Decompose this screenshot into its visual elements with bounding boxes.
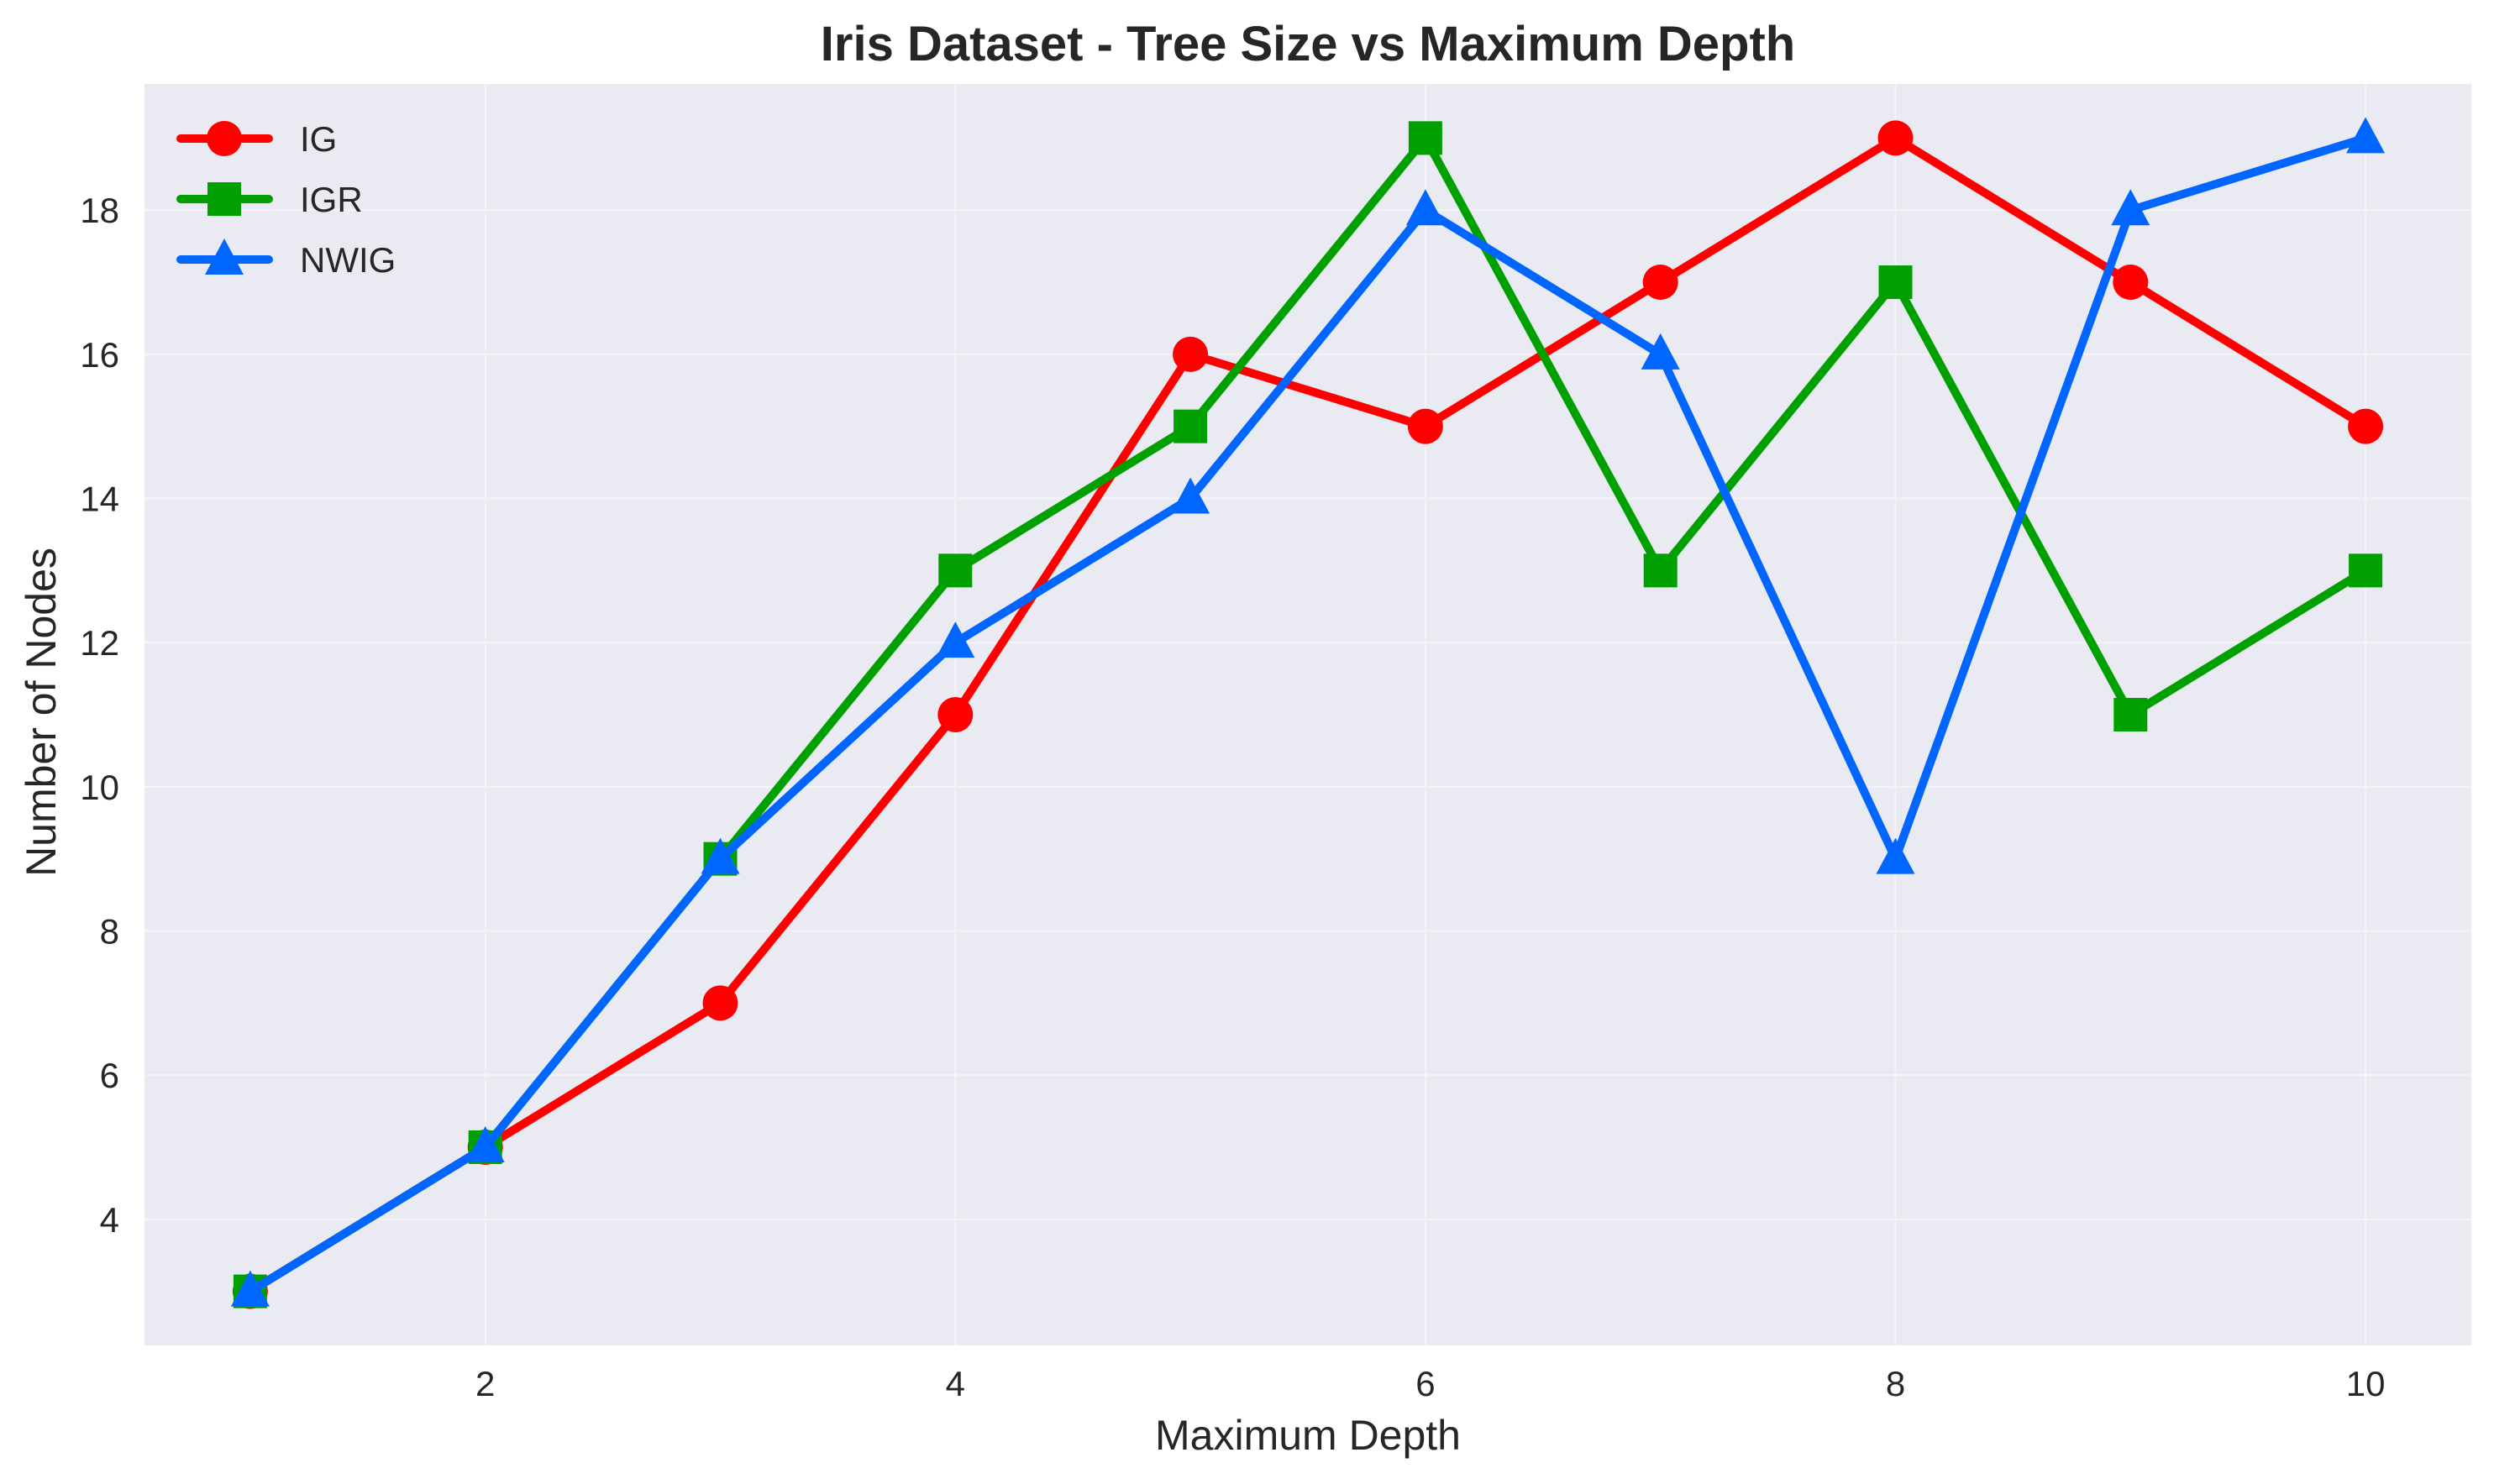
plot-area (144, 84, 2471, 1345)
y-tick-label: 8 (100, 911, 119, 951)
data-point-igr (938, 553, 973, 588)
data-point-nwig (1171, 477, 1210, 514)
data-series (230, 117, 2386, 1309)
data-point-igr (1173, 409, 1208, 443)
x-tick-label: 8 (1886, 1364, 1905, 1403)
data-point-ig (2348, 408, 2384, 444)
legend: IG IGR NWIG (176, 119, 396, 280)
chart-title: Iris Dataset - Tree Size vs Maximum Dept… (821, 17, 1795, 71)
legend-marker-igr (207, 182, 241, 216)
data-point-ig (2113, 265, 2149, 301)
data-point-nwig (2346, 117, 2386, 154)
data-point-igr (1408, 121, 1442, 155)
legend-marker-ig (207, 121, 242, 156)
data-point-ig (1642, 265, 1678, 301)
data-point-ig (937, 697, 974, 732)
data-point-igr (1878, 265, 1913, 300)
data-point-nwig (936, 621, 975, 658)
data-point-ig (1173, 336, 1209, 372)
legend-label-igr: IGR (300, 180, 363, 219)
x-tick-label: 2 (475, 1364, 495, 1403)
data-point-nwig (1876, 837, 1915, 874)
data-point-ig (1407, 408, 1443, 444)
y-axis-label: Number of Nodes (18, 548, 65, 877)
data-point-nwig (465, 1125, 505, 1162)
tick-labels: 2 4 6 8 10 4 6 8 10 12 14 16 18 (80, 191, 2385, 1403)
x-tick-label: 10 (2346, 1364, 2386, 1403)
data-point-nwig (701, 837, 740, 874)
data-point-igr (2349, 553, 2383, 588)
legend-item-ig: IG (176, 119, 337, 159)
x-tick-label: 4 (946, 1364, 965, 1403)
data-point-nwig (230, 1270, 270, 1307)
series-line-nwig (245, 134, 2371, 1296)
y-tick-label: 12 (80, 623, 119, 663)
data-point-nwig (1641, 333, 1680, 370)
legend-label-nwig: NWIG (300, 240, 396, 280)
x-tick-label: 6 (1415, 1364, 1435, 1403)
data-point-igr (1643, 553, 1678, 588)
data-point-ig (1877, 120, 1914, 156)
series-nwig (230, 117, 2386, 1307)
series-line-ig (245, 134, 2371, 1296)
data-point-nwig (2111, 189, 2150, 226)
data-point-igr (2113, 698, 2148, 732)
data-point-ig (702, 985, 738, 1021)
legend-item-nwig: NWIG (176, 239, 396, 280)
y-tick-label: 14 (80, 480, 119, 519)
y-tick-label: 4 (100, 1200, 119, 1240)
legend-item-igr: IGR (176, 180, 363, 219)
data-point-nwig (1405, 189, 1445, 226)
y-tick-label: 16 (80, 335, 119, 375)
legend-marker-nwig (205, 239, 244, 275)
y-tick-label: 10 (80, 768, 119, 807)
y-tick-label: 6 (100, 1056, 119, 1095)
legend-label-ig: IG (300, 119, 337, 159)
y-tick-label: 18 (80, 191, 119, 230)
x-axis-label: Maximum Depth (1155, 1412, 1461, 1459)
